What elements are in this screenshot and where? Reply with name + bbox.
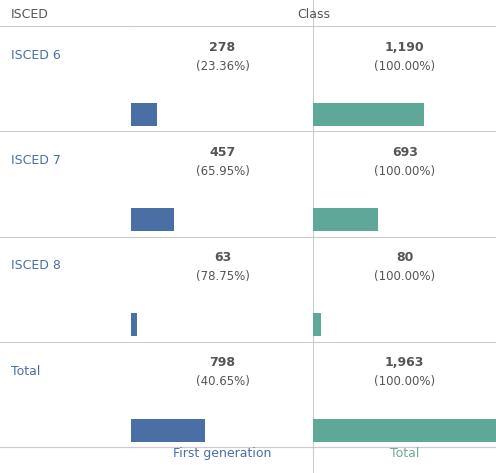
- Text: (65.95%): (65.95%): [195, 165, 249, 178]
- Bar: [313, 103, 424, 126]
- Text: Class: Class: [297, 8, 330, 21]
- Text: 278: 278: [209, 41, 236, 53]
- Text: 80: 80: [396, 251, 414, 264]
- Text: (100.00%): (100.00%): [374, 375, 435, 388]
- Text: (100.00%): (100.00%): [374, 270, 435, 283]
- Text: (78.75%): (78.75%): [195, 270, 249, 283]
- Text: ISCED: ISCED: [10, 8, 49, 21]
- Text: 63: 63: [214, 251, 231, 264]
- Text: (100.00%): (100.00%): [374, 60, 435, 72]
- Bar: [313, 313, 321, 336]
- Bar: [131, 419, 205, 442]
- Text: Total: Total: [10, 365, 40, 378]
- Text: 798: 798: [209, 356, 236, 369]
- Text: 457: 457: [209, 146, 236, 159]
- Text: ISCED 8: ISCED 8: [10, 260, 61, 272]
- Text: 1,963: 1,963: [385, 356, 425, 369]
- Text: (23.36%): (23.36%): [195, 60, 249, 72]
- Text: 1,190: 1,190: [385, 41, 425, 53]
- Text: ISCED 6: ISCED 6: [10, 49, 61, 62]
- Bar: [131, 208, 174, 231]
- Bar: [131, 313, 137, 336]
- Text: Total: Total: [390, 447, 420, 460]
- Bar: [313, 419, 496, 442]
- Text: (100.00%): (100.00%): [374, 165, 435, 178]
- Bar: [313, 208, 378, 231]
- Text: (40.65%): (40.65%): [195, 375, 249, 388]
- Text: 693: 693: [392, 146, 418, 159]
- Text: First generation: First generation: [173, 447, 272, 460]
- Bar: [131, 103, 157, 126]
- Text: ISCED 7: ISCED 7: [10, 154, 61, 167]
